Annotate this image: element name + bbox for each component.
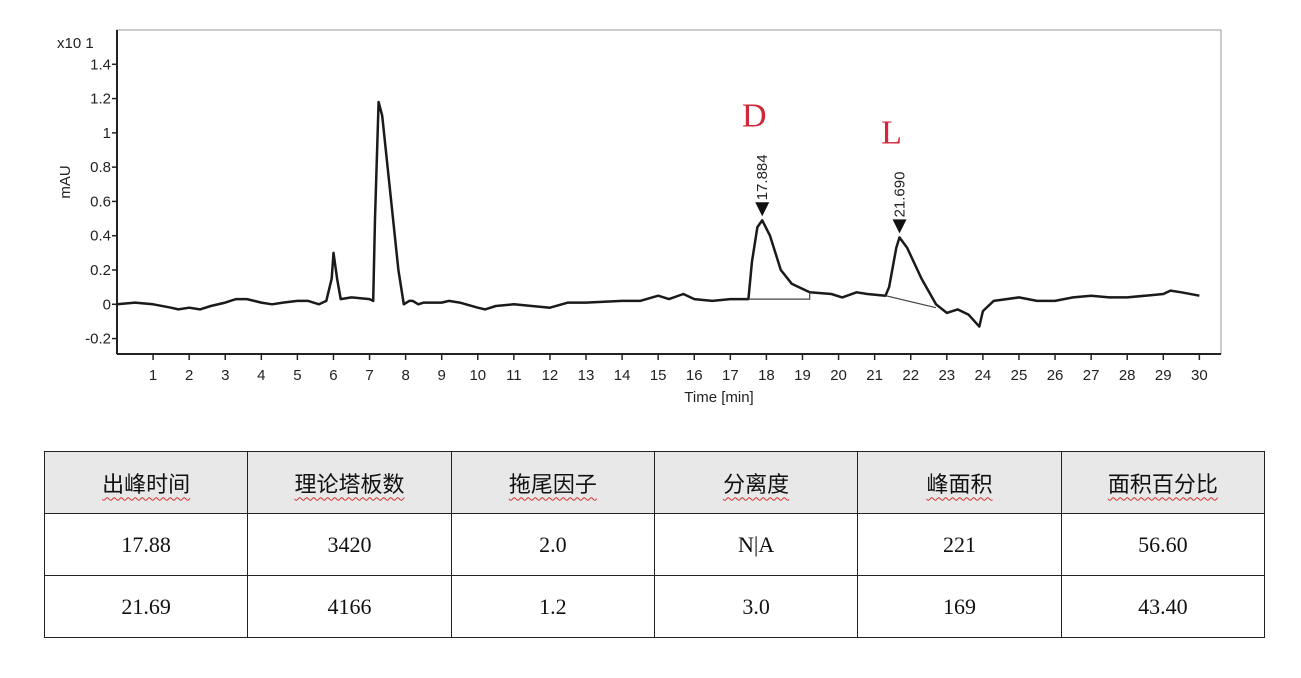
peak-name-label: D: [742, 97, 767, 134]
table-row: 21.69 4166 1.2 3.0 169 43.40: [43, 575, 1266, 638]
chromatogram-trace: [116, 100, 1200, 328]
x-tick-label: 25: [1011, 367, 1028, 384]
table-row: 17.88 3420 2.0 N|A 221 56.60: [43, 513, 1266, 576]
cell: 4166: [247, 575, 452, 638]
x-tick-label: 16: [686, 367, 703, 384]
cell: 3420: [247, 513, 452, 576]
header-peak-area: 峰面积: [857, 451, 1062, 514]
x-tick-label: 23: [938, 367, 955, 384]
x-tick-label: 21: [866, 367, 883, 384]
x-tick-label: 2: [185, 367, 193, 384]
peak-name-label: L: [881, 114, 902, 151]
header-resolution: 分离度: [653, 451, 859, 514]
cell: 21.69: [43, 575, 249, 638]
header-tailing-factor: 拖尾因子: [450, 451, 655, 514]
y-tick-label: -0.2: [85, 331, 111, 348]
x-tick-label: 13: [578, 367, 595, 384]
x-tick-label: 22: [902, 367, 919, 384]
x-tick-label: 15: [650, 367, 667, 384]
x-tick-label: 20: [830, 367, 847, 384]
y-tick-label: 1.2: [90, 91, 111, 108]
table-header-row: 出峰时间 理论塔板数 拖尾因子 分离度 峰面积 面积百分比: [43, 451, 1266, 514]
x-tick-label: 24: [975, 367, 992, 384]
peak-retention-label: 21.690: [892, 172, 909, 218]
x-tick-label: 5: [293, 367, 301, 384]
header-retention-time: 出峰时间: [43, 451, 249, 514]
x-tick-label: 26: [1047, 367, 1064, 384]
peak-marker-arrow: [755, 202, 770, 217]
cell: 1.2: [450, 575, 655, 638]
x-tick-label: 10: [469, 367, 486, 384]
y-tick-label: 0: [103, 296, 111, 313]
plot-frame: [116, 29, 1222, 355]
y-tick-label: 0.6: [90, 193, 111, 210]
chromatogram-chart: -0.200.20.40.60.811.21.41 2 3 4 5 6 7 8 9 10 11 12 1…: [57, 29, 1222, 406]
header-area-percent: 面积百分比: [1060, 451, 1266, 514]
cell: 221: [857, 513, 1062, 576]
x-tick-label: 27: [1083, 367, 1100, 384]
x-tick-label: 9: [438, 367, 446, 384]
cell: 43.40: [1060, 575, 1266, 638]
cell: 3.0: [653, 575, 859, 638]
header-theoretical-plates: 理论塔板数: [247, 451, 452, 514]
peak-results-table: 出峰时间 理论塔板数 拖尾因子 分离度 峰面积 面积百分比 17.88 3420…: [43, 451, 1266, 638]
x-tick-label: 14: [614, 367, 631, 384]
x-tick-label: 11: [506, 367, 522, 384]
y-tick-label: 1: [103, 125, 111, 142]
y-tick-label: 0.4: [90, 228, 111, 245]
peak-retention-label: 17.884: [754, 154, 771, 200]
x-tick-label: 7: [365, 367, 373, 384]
x-axis-title: Time [min]: [684, 389, 753, 406]
y-multiplier-label: x10 1: [57, 35, 94, 52]
x-tick-label: 18: [758, 367, 775, 384]
x-tick-label: 1: [149, 367, 157, 384]
cell: 17.88: [43, 513, 249, 576]
cell: 169: [857, 575, 1062, 638]
cell: 56.60: [1060, 513, 1266, 576]
x-tick-label: 17: [722, 367, 739, 384]
x-tick-label: 12: [542, 367, 559, 384]
cell: 2.0: [450, 513, 655, 576]
x-tick-label: 29: [1155, 367, 1172, 384]
y-tick-label: 1.4: [90, 56, 111, 73]
y-tick-label: 0.8: [90, 159, 111, 176]
x-tick-label: 6: [329, 367, 337, 384]
y-tick-label: 0.2: [90, 262, 111, 279]
x-tick-label: 19: [794, 367, 811, 384]
x-tick-label: 8: [401, 367, 409, 384]
x-tick-label: 28: [1119, 367, 1136, 384]
x-tick-label: 30: [1191, 367, 1208, 384]
x-tick-label: 3: [221, 367, 229, 384]
x-tick-label: 4: [257, 367, 265, 384]
peak-baseline: [885, 295, 937, 309]
y-axis-title: mAU: [57, 165, 74, 198]
cell: N|A: [653, 513, 859, 576]
peak-baseline: [748, 292, 811, 300]
peak-marker-arrow: [892, 219, 907, 234]
